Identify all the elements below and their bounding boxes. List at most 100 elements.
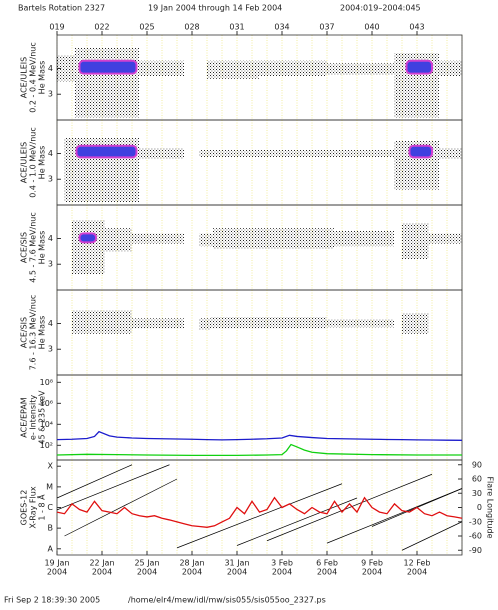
top-tick-label: 025 xyxy=(139,23,154,32)
x-tick-label: 12 Feb xyxy=(404,559,431,568)
point-cloud xyxy=(402,313,429,334)
x-tick-year: 2004 xyxy=(317,568,337,577)
y-tick-label: M xyxy=(46,482,53,491)
y-axis-label: He Mass xyxy=(38,316,47,350)
y-axis-label: ACE/EPAM xyxy=(20,397,29,438)
top-tick-label: 028 xyxy=(184,23,199,32)
y-axis-label: 4.5 - 7.6 MeV/nuc xyxy=(29,212,38,283)
y-tick-label: B xyxy=(48,524,54,533)
title-rotation: Bartels Rotation 2327 xyxy=(18,4,105,13)
point-cloud xyxy=(132,233,185,244)
point-cloud xyxy=(259,60,327,77)
y-tick-label: 4 xyxy=(48,64,53,73)
panel-frame xyxy=(56,459,463,556)
y-tick-label: 3 xyxy=(48,175,53,184)
flare-track xyxy=(56,464,170,511)
x-tick-label: 3 Feb xyxy=(271,559,293,568)
y-tick-label: 10² xyxy=(40,441,53,450)
point-cloud xyxy=(211,317,327,329)
x-tick-label: 28 Jan xyxy=(179,559,204,568)
y-axis-label: He Mass xyxy=(38,231,47,265)
footer-file: /home/elr4/mew/idl/mw/sis055/sis055oo_23… xyxy=(128,596,326,605)
top-tick-label: 019 xyxy=(49,23,64,32)
x-tick-label: 19 Jan xyxy=(44,559,69,568)
density-core xyxy=(408,144,433,159)
series-line xyxy=(56,443,462,457)
y2-tick-label: -60 xyxy=(469,532,482,541)
y-tick-label: X xyxy=(48,462,54,471)
top-tick-label: 040 xyxy=(364,23,379,32)
point-cloud xyxy=(402,223,429,260)
point-cloud xyxy=(105,228,132,252)
y-tick-label: 4 xyxy=(48,234,53,243)
y-axis-label: ACE/SIS xyxy=(20,232,29,263)
point-cloud xyxy=(199,318,212,330)
point-cloud xyxy=(439,148,462,159)
title-range: 19 Jan 2004 through 14 Feb 2004 xyxy=(148,4,282,13)
y-tick-label: 10⁴ xyxy=(40,420,53,429)
density-core xyxy=(78,232,97,244)
point-cloud xyxy=(334,230,395,247)
point-cloud xyxy=(207,60,260,79)
x-tick-label: 22 Jan xyxy=(89,559,114,568)
y-tick-label: 10⁶ xyxy=(40,399,53,408)
point-cloud xyxy=(199,149,395,158)
x-tick-label: 31 Jan xyxy=(224,559,249,568)
point-cloud xyxy=(132,318,185,329)
x-tick-year: 2004 xyxy=(227,568,247,577)
y2-tick-label: -30 xyxy=(469,517,482,526)
point-cloud xyxy=(327,63,395,75)
flare-track xyxy=(176,483,343,549)
point-cloud xyxy=(439,60,462,77)
y-axis-label: e- Intensity xyxy=(29,395,38,440)
y-axis-label: X-Ray Flux xyxy=(29,486,38,528)
flare-track xyxy=(326,488,463,544)
flare-track xyxy=(56,464,133,499)
y-tick-label: C xyxy=(47,503,53,512)
series-line xyxy=(56,496,463,528)
y-tick-label: 4 xyxy=(48,319,53,328)
y2-tick-label: -90 xyxy=(469,546,482,555)
x-tick-label: 6 Feb xyxy=(316,559,338,568)
y-axis-label: 45 & 235 keV xyxy=(38,390,47,445)
y-axis-label: ACE/ULEIS xyxy=(20,142,29,183)
title-doy: 2004:019–2004:045 xyxy=(340,4,421,13)
top-tick-label: 031 xyxy=(229,23,244,32)
density-core xyxy=(75,144,138,159)
top-tick-label: 037 xyxy=(319,23,334,32)
y-axis-label: He Mass xyxy=(38,146,47,180)
density-core xyxy=(405,59,433,75)
x-tick-label: 9 Feb xyxy=(361,559,383,568)
panel-frame xyxy=(56,374,463,461)
y-tick-label: A xyxy=(48,544,54,553)
x-tick-year: 2004 xyxy=(362,568,382,577)
series-line xyxy=(56,430,463,441)
y-axis-label: ACE/SIS xyxy=(20,317,29,348)
flare-track xyxy=(401,521,463,551)
x-tick-year: 2004 xyxy=(272,568,292,577)
y-axis-label: ACE/ULEIS xyxy=(20,57,29,98)
y2-tick-label: 90 xyxy=(472,460,482,469)
point-cloud xyxy=(199,233,213,247)
y2-tick-label: 30 xyxy=(472,489,482,498)
x-tick-year: 2004 xyxy=(182,568,202,577)
y-tick-label: 3 xyxy=(48,260,53,269)
x-tick-year: 2004 xyxy=(407,568,427,577)
point-cloud xyxy=(75,47,140,118)
y2-tick-label: 60 xyxy=(472,475,482,484)
y-axis-label: 0.4 - 1.0 MeV/nuc xyxy=(29,127,38,198)
footer-time: Fri Sep 2 18:39:30 2005 xyxy=(4,596,100,605)
top-tick-label: 043 xyxy=(409,23,424,32)
x-tick-label: 25 Jan xyxy=(134,559,159,568)
top-tick-label: 022 xyxy=(94,23,109,32)
y2-axis-label: Flare Longitude xyxy=(486,476,495,538)
y-axis-label: 7.6 - 16.3 MeV/nuc xyxy=(29,295,38,371)
flare-track xyxy=(64,478,178,537)
y-axis-label: He Mass xyxy=(38,61,47,95)
point-cloud xyxy=(57,55,75,82)
flare-track xyxy=(266,473,433,542)
y-tick-label: 4 xyxy=(48,149,53,158)
point-cloud xyxy=(139,148,185,159)
y-axis-label: 0.2 - 0.4 MeV/nuc xyxy=(29,42,38,113)
